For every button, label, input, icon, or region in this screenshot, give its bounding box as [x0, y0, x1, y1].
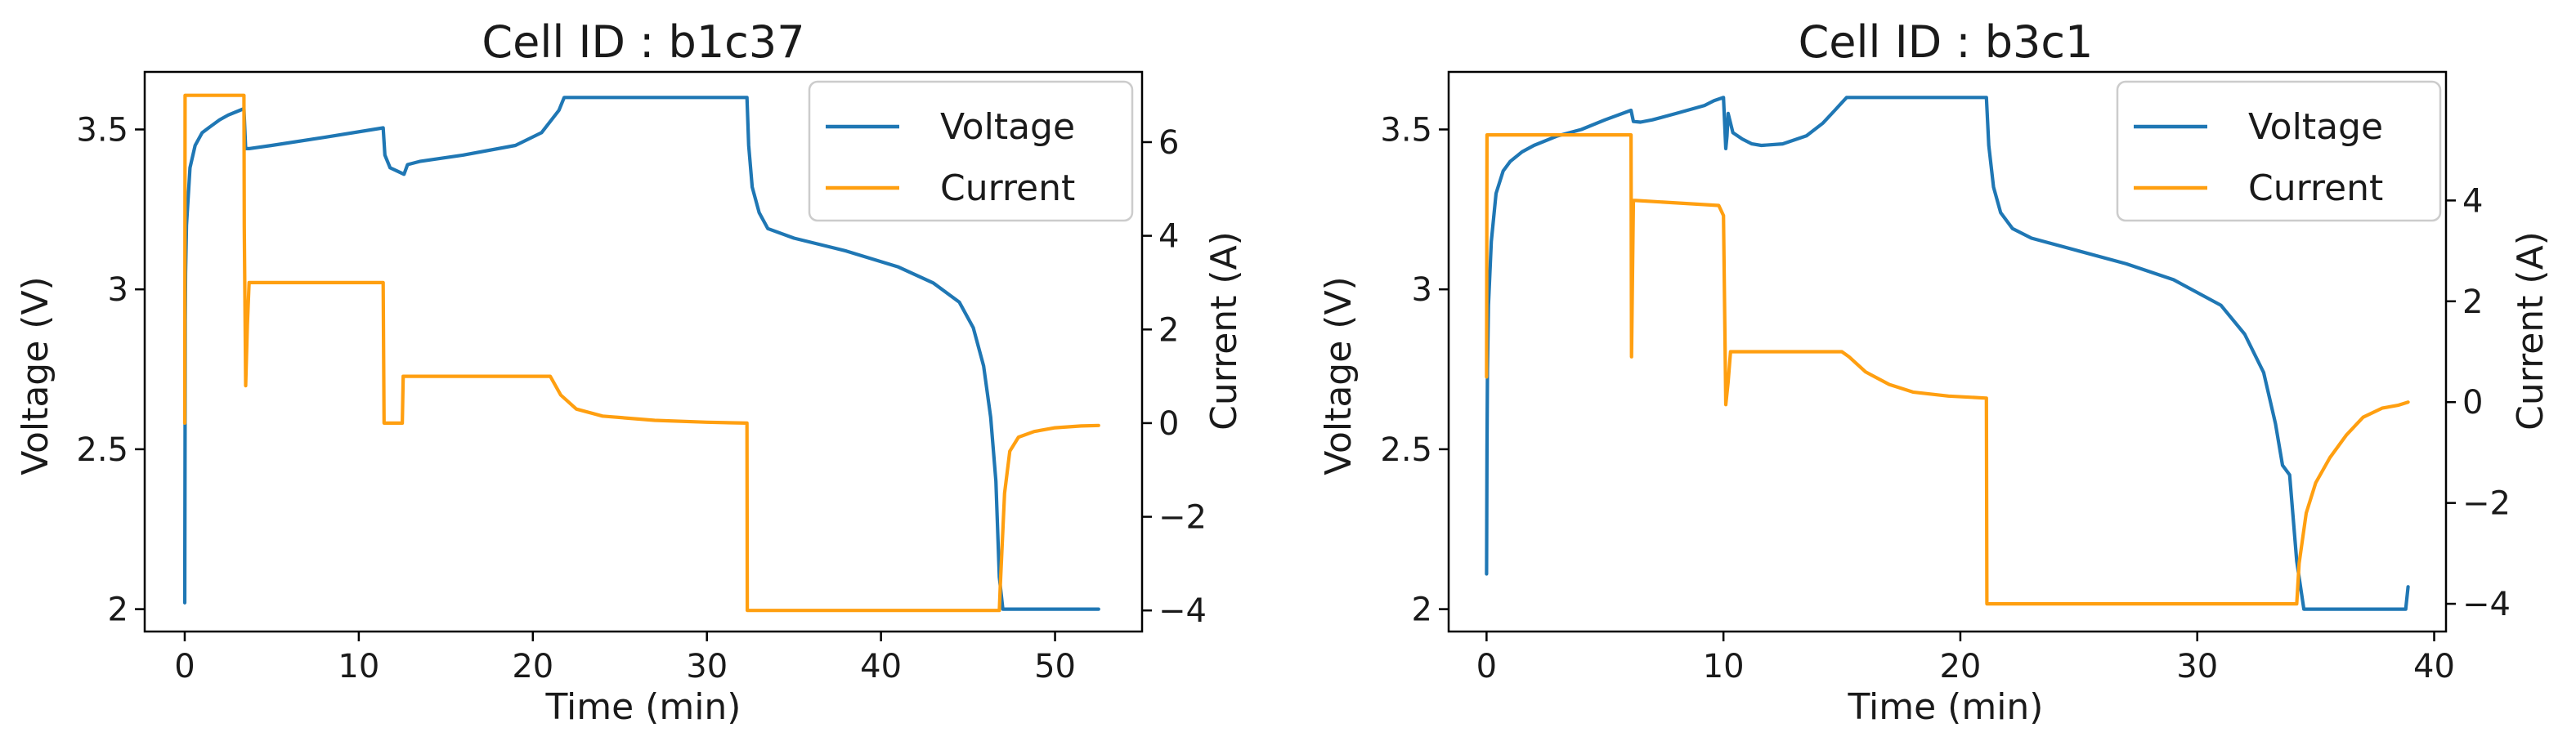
y-axis-label-right: Voltage (V)	[1318, 276, 1360, 475]
series-voltage-right	[1485, 96, 2410, 611]
x-tick-label-left-5: 50	[1034, 648, 1076, 685]
y2-axis-label-right: Current (A)	[2510, 231, 2551, 431]
plot-area-left	[182, 93, 1100, 613]
y2-tick-label-left-0: −4	[1158, 592, 1207, 630]
y-tick-label-right-2: 3	[1412, 271, 1432, 309]
legend-current-label-right: Current	[2248, 167, 2383, 209]
y2-tick-label-left-2: 0	[1158, 405, 1179, 443]
plot-frame-right	[1447, 70, 2448, 633]
y2-tick-label-right-0: −4	[2462, 586, 2511, 623]
x-tick-label-right-3: 30	[2176, 648, 2218, 685]
y-tick-label-right-1: 2.5	[1380, 431, 1432, 469]
plot-area-right	[1485, 96, 2410, 611]
legend-left: Voltage Current	[808, 80, 1134, 222]
series-current-right	[1485, 133, 2410, 606]
series-current-left	[182, 93, 1100, 613]
y-tick-label-left-1: 2.5	[76, 431, 128, 469]
plot-frame-left	[143, 70, 1144, 633]
y2-tick-label-left-5: 6	[1158, 124, 1179, 162]
y-tick-label-left-0: 2	[108, 591, 128, 629]
x-tick-label-left-4: 40	[860, 648, 902, 685]
y-axis-label-left: Voltage (V)	[15, 276, 56, 475]
y-tick-label-left-2: 3	[108, 271, 128, 309]
x-axis-label-right: Time (min)	[1848, 686, 2044, 728]
x-tick-label-left-1: 10	[338, 648, 379, 685]
y2-tick-label-left-4: 4	[1158, 218, 1179, 256]
y2-tick-label-right-4: 4	[2462, 182, 2483, 220]
y2-tick-label-right-3: 2	[2462, 283, 2483, 321]
legend-box-right	[2116, 80, 2442, 222]
y2-tick-label-left-1: −2	[1158, 499, 1207, 537]
legend-current-label-left: Current	[940, 167, 1075, 209]
chart-panel-left: Cell ID : b1c37 Time (min) Voltage (V) C…	[15, 16, 1245, 728]
y2-tick-label-right-1: −2	[2462, 485, 2511, 523]
legend-box-left	[808, 80, 1134, 222]
x-tick-label-left-0: 0	[174, 648, 195, 685]
y2-tick-label-left-3: 2	[1158, 311, 1179, 349]
legend-voltage-label-right: Voltage	[2248, 106, 2383, 148]
y-tick-label-left-3: 3.5	[76, 111, 128, 149]
x-tick-label-left-3: 30	[686, 648, 728, 685]
x-tick-label-right-1: 10	[1703, 648, 1745, 685]
legend-right: Voltage Current	[2116, 80, 2442, 222]
x-tick-label-left-2: 20	[512, 648, 553, 685]
legend-voltage-label-left: Voltage	[940, 106, 1075, 148]
y-tick-label-right-0: 2	[1412, 591, 1432, 629]
series-voltage-left	[182, 96, 1100, 611]
x-tick-label-right-0: 0	[1476, 648, 1497, 685]
y2-tick-label-right-2: 0	[2462, 384, 2483, 422]
x-tick-label-right-4: 40	[2413, 648, 2455, 685]
x-tick-label-right-2: 20	[1939, 648, 1981, 685]
x-axis-label-left: Time (min)	[545, 686, 741, 728]
chart-title-left: Cell ID : b1c37	[482, 16, 804, 68]
y-tick-label-right-3: 3.5	[1380, 111, 1432, 149]
chart-panel-right: Cell ID : b3c1 Time (min) Voltage (V) Cu…	[1318, 16, 2551, 728]
chart-title-right: Cell ID : b3c1	[1799, 16, 2094, 68]
y2-axis-label-left: Current (A)	[1203, 231, 1245, 431]
